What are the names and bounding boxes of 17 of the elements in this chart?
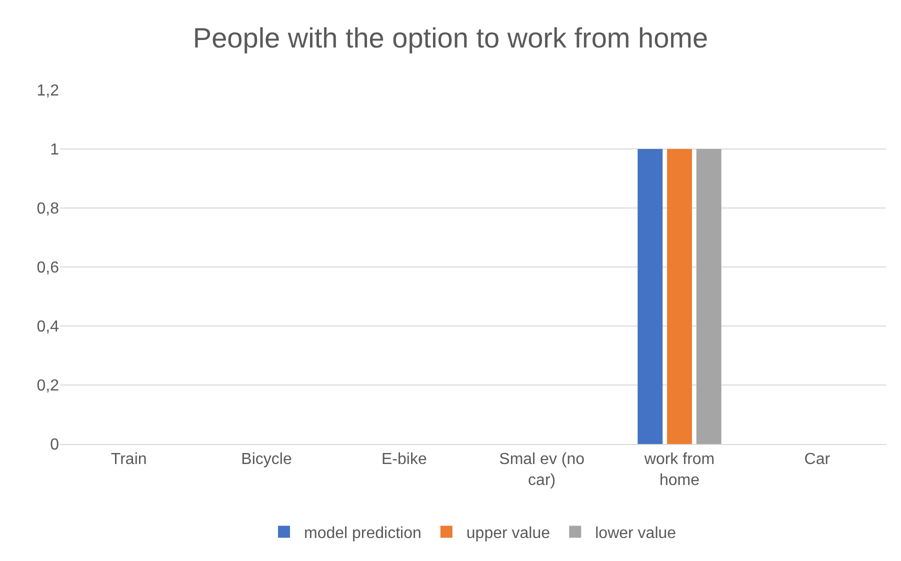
x-tick-label: Smal ev (no car) xyxy=(499,451,585,489)
x-tick-label: work from home xyxy=(643,451,715,489)
x-tick-label: E-bike xyxy=(381,451,427,468)
y-tick-label: 0 xyxy=(50,436,60,454)
x-tick-label: Car xyxy=(804,451,831,468)
y-tick-label: 0,6 xyxy=(36,260,60,277)
y-tick-label: 0,8 xyxy=(36,200,60,218)
y-tick-label: 1,2 xyxy=(36,82,60,100)
legend-label: lower value xyxy=(595,524,676,542)
chart-title: People with the option to work from home xyxy=(192,22,708,54)
legend-label: model prediction xyxy=(304,524,422,542)
x-tick-label: Train xyxy=(110,451,147,468)
x-tick-label: Bicycle xyxy=(241,451,292,468)
y-tick-label: 0,2 xyxy=(36,378,60,395)
y-tick-label: 0,4 xyxy=(36,318,60,336)
y-tick-label: 1 xyxy=(50,142,60,159)
legend-label: upper value xyxy=(466,524,550,542)
